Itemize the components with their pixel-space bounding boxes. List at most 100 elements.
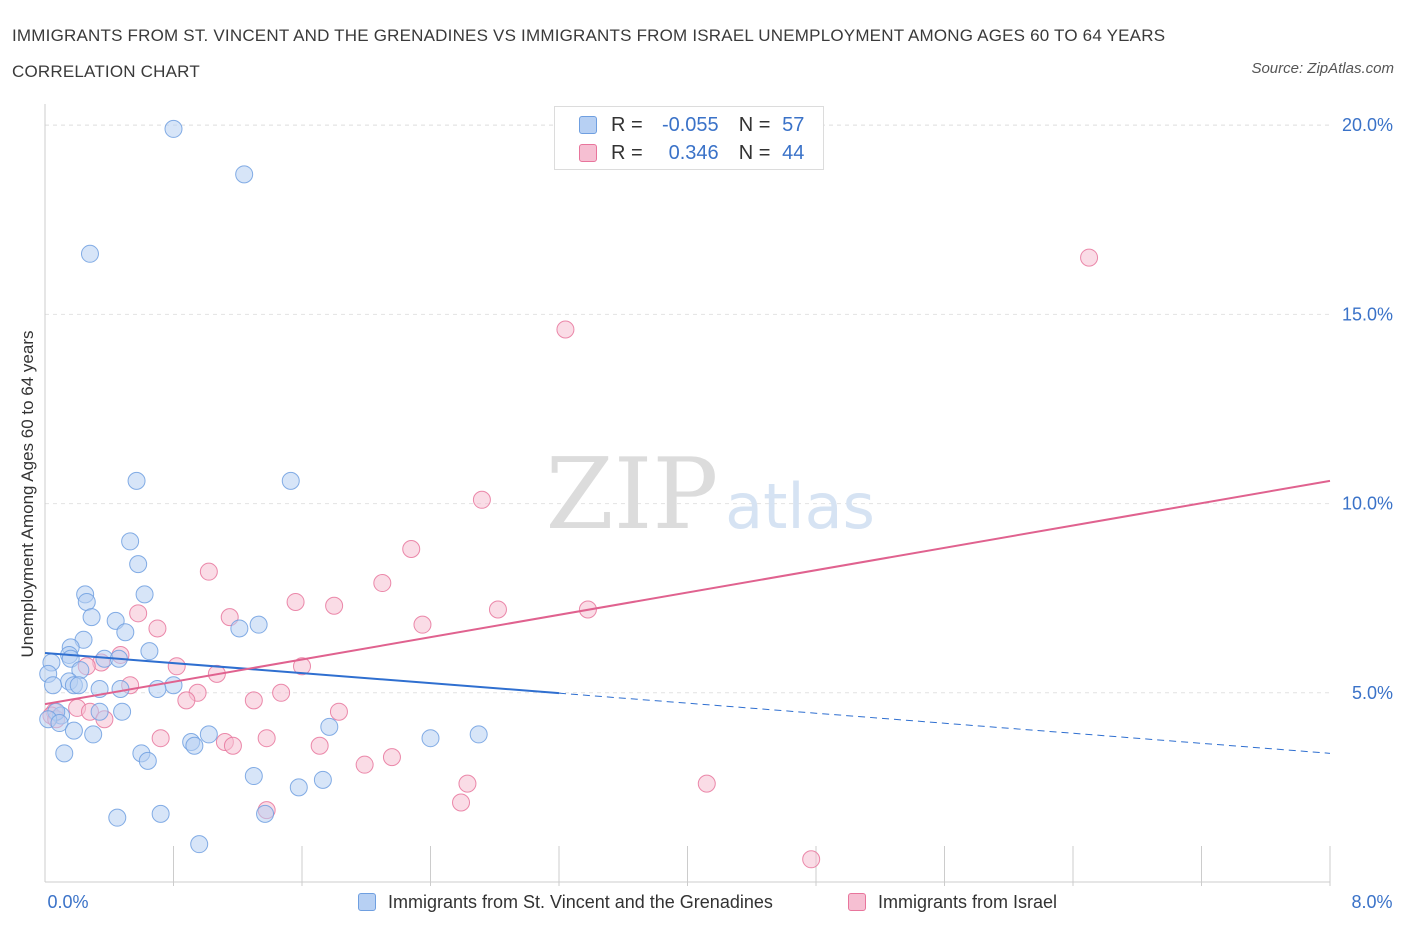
point-st-vincent — [90, 702, 109, 721]
point-st-vincent — [185, 736, 204, 755]
y-tick-label: 15.0% — [1342, 304, 1393, 324]
point-israel — [329, 702, 348, 721]
watermark-zip: ZIP — [546, 438, 719, 552]
point-st-vincent — [55, 744, 74, 763]
point-st-vincent — [135, 585, 154, 604]
n-label: N = — [738, 141, 771, 164]
point-israel — [402, 539, 421, 558]
n-value: 44 — [782, 141, 805, 164]
point-st-vincent — [82, 608, 101, 627]
n-label: N = — [738, 113, 771, 136]
y-tick-label: 5.0% — [1352, 683, 1393, 703]
point-israel — [199, 562, 218, 581]
point-israel — [556, 320, 575, 339]
chart-title: IMMIGRANTS FROM ST. VINCENT AND THE GREN… — [12, 26, 1166, 81]
point-st-vincent — [289, 778, 308, 797]
series-israel — [42, 248, 1099, 869]
point-st-vincent — [190, 835, 209, 854]
point-st-vincent — [50, 714, 69, 733]
point-st-vincent — [230, 619, 249, 638]
y-axis-label: Unemployment Among Ages 60 to 64 years — [18, 331, 37, 658]
point-israel — [373, 574, 392, 593]
point-st-vincent — [129, 555, 148, 574]
r-value: -0.055 — [661, 113, 719, 136]
point-israel — [325, 596, 344, 615]
legend-label: Immigrants from Israel — [878, 891, 1058, 912]
watermark-atlas: atlas — [725, 470, 875, 543]
point-israel — [355, 755, 374, 774]
point-st-vincent — [421, 729, 440, 748]
point-israel — [151, 729, 170, 748]
legend-swatch-pink — [848, 893, 866, 911]
point-israel — [129, 604, 148, 623]
trend-lines — [44, 479, 1331, 754]
r-label: R = — [611, 113, 643, 136]
point-st-vincent — [151, 804, 170, 823]
point-israel — [802, 850, 821, 869]
point-st-vincent — [80, 244, 99, 263]
point-st-vincent — [121, 532, 140, 551]
point-st-vincent — [64, 721, 83, 740]
point-st-vincent — [138, 751, 157, 770]
point-israel — [1080, 248, 1099, 267]
point-st-vincent — [44, 676, 63, 695]
n-value: 57 — [782, 113, 805, 136]
point-st-vincent — [108, 808, 127, 827]
point-israel — [257, 729, 276, 748]
point-israel — [272, 683, 291, 702]
point-st-vincent — [69, 676, 88, 695]
stats-swatch-pink — [579, 144, 597, 162]
x-tick-label-min: 0.0% — [47, 892, 88, 912]
point-st-vincent — [244, 767, 263, 786]
point-st-vincent — [199, 725, 218, 744]
point-israel — [413, 615, 432, 634]
series-st-vincent — [39, 119, 488, 854]
point-israel — [458, 774, 477, 793]
point-st-vincent — [113, 702, 132, 721]
point-st-vincent — [249, 615, 268, 634]
point-st-vincent — [313, 770, 332, 789]
point-israel — [223, 736, 242, 755]
point-israel — [310, 736, 329, 755]
r-label: R = — [611, 141, 643, 164]
point-st-vincent — [84, 725, 103, 744]
source-note: Source: ZipAtlas.com — [1251, 60, 1394, 77]
trend-line-st-vincent — [44, 652, 560, 695]
stats-row-st-vincent: R = -0.055 N = 57 — [579, 111, 804, 139]
point-st-vincent — [235, 165, 254, 184]
point-st-vincent — [140, 642, 159, 661]
point-israel — [244, 691, 263, 710]
point-israel — [697, 774, 716, 793]
axes: 5.0% 10.0% 15.0% 20.0% — [44, 104, 1393, 886]
point-israel — [472, 490, 491, 509]
legend-swatch-blue — [358, 893, 376, 911]
point-st-vincent — [469, 725, 488, 744]
grid — [45, 124, 1330, 694]
x-tick-label-max: 8.0% — [1351, 892, 1392, 912]
point-israel — [177, 691, 196, 710]
point-st-vincent — [320, 717, 339, 736]
point-st-vincent — [116, 623, 135, 642]
point-israel — [488, 600, 507, 619]
point-st-vincent — [127, 471, 146, 490]
point-st-vincent — [164, 119, 183, 138]
point-st-vincent — [77, 592, 96, 611]
point-israel — [286, 592, 305, 611]
stats-box: R = -0.055 N = 57 R = 0.346 N = 44 — [554, 106, 824, 170]
r-value: 0.346 — [668, 141, 719, 164]
legend-label: Immigrants from St. Vincent and the Gren… — [388, 891, 773, 912]
point-israel — [452, 793, 471, 812]
point-israel — [167, 657, 186, 676]
point-st-vincent — [281, 471, 300, 490]
y-tick-label: 10.0% — [1342, 494, 1393, 514]
legend-item-israel: Immigrants from Israel — [848, 888, 1057, 916]
point-israel — [148, 619, 167, 638]
legend-item-st-vincent: Immigrants from St. Vincent and the Gren… — [358, 888, 773, 916]
trend-line-israel — [44, 479, 1331, 706]
y-tick-label: 20.0% — [1342, 115, 1393, 135]
watermark: ZIP atlas — [546, 438, 875, 552]
point-st-vincent — [256, 804, 275, 823]
point-st-vincent — [164, 676, 183, 695]
point-israel — [293, 657, 311, 676]
